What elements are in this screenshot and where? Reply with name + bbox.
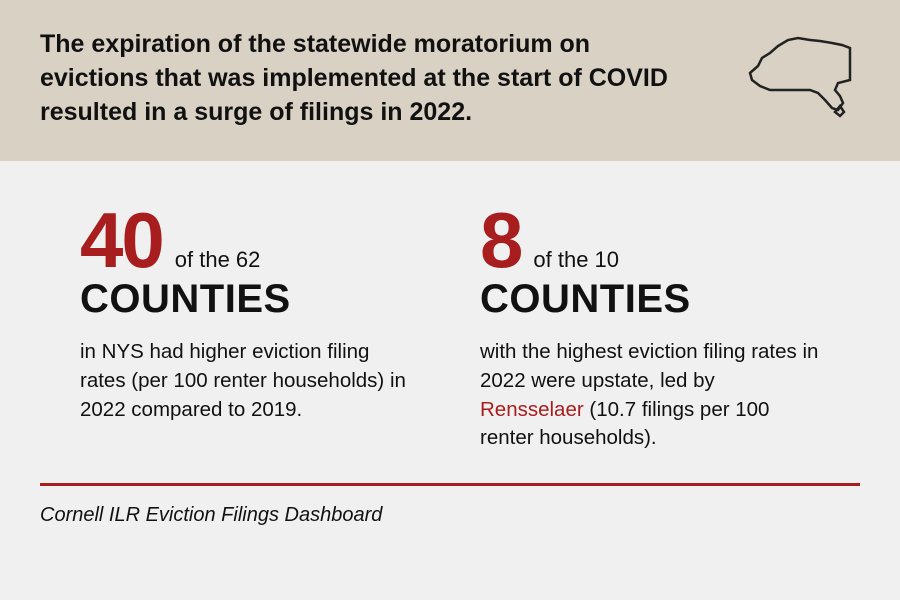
stat-block-1: 40 of the 62 COUNTIES in NYS had higher …	[80, 201, 420, 453]
stat-counties-label: COUNTIES	[80, 277, 420, 322]
header: The expiration of the statewide moratori…	[0, 0, 900, 161]
stat-body-before: with the highest eviction filing rates i…	[480, 340, 818, 392]
source-text: Cornell ILR Eviction Filings Dashboard	[40, 504, 860, 527]
stat-top-row: 40 of the 62	[80, 201, 420, 279]
footer: Cornell ILR Eviction Filings Dashboard	[0, 483, 900, 527]
stat-block-2: 8 of the 10 COUNTIES with the highest ev…	[480, 201, 820, 453]
stat-counties-label: COUNTIES	[480, 277, 820, 322]
stat-of-the: of the 62	[175, 247, 261, 273]
new-york-state-icon	[740, 28, 860, 123]
stat-body-before: in NYS had higher eviction filing rates …	[80, 340, 406, 420]
stat-big-number: 40	[80, 201, 163, 279]
stat-big-number: 8	[480, 201, 521, 279]
stat-highlight: Rensselaer	[480, 398, 584, 421]
headline-text: The expiration of the statewide moratori…	[40, 28, 680, 129]
stat-body-text: with the highest eviction filing rates i…	[480, 338, 820, 453]
divider-line	[40, 483, 860, 486]
stat-top-row: 8 of the 10	[480, 201, 820, 279]
stats-row: 40 of the 62 COUNTIES in NYS had higher …	[0, 161, 900, 483]
stat-of-the: of the 10	[533, 247, 619, 273]
stat-body-text: in NYS had higher eviction filing rates …	[80, 338, 420, 424]
